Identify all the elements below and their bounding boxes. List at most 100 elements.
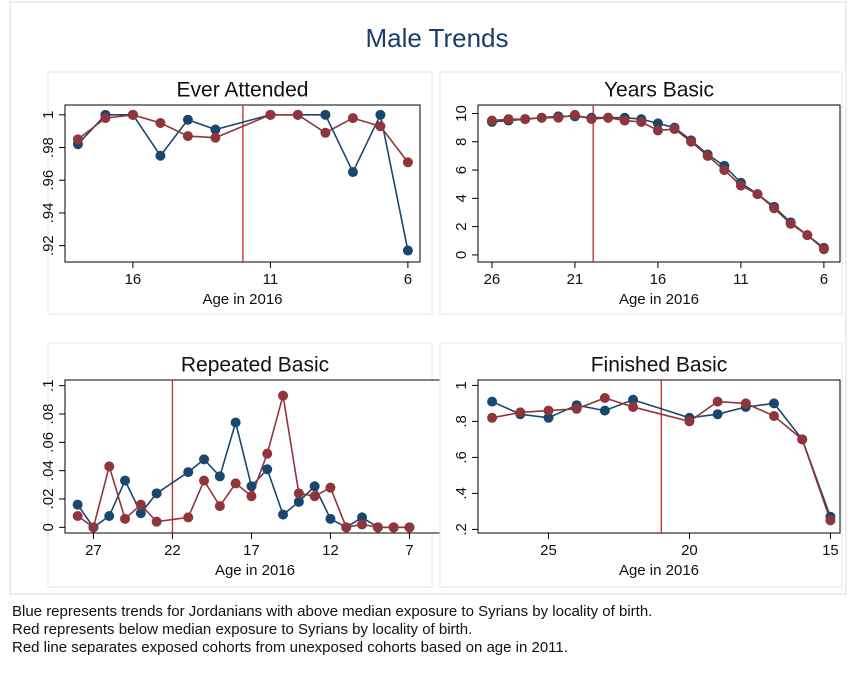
- data-point: [309, 481, 320, 492]
- data-point: [320, 127, 331, 138]
- data-point: [155, 150, 166, 161]
- x-axis-label: Age in 2016: [619, 291, 699, 308]
- data-point: [199, 454, 210, 465]
- data-point: [599, 405, 610, 416]
- y-tick-label: .1: [40, 379, 57, 392]
- data-point: [210, 132, 221, 143]
- data-point: [246, 481, 257, 492]
- data-point: [72, 134, 83, 145]
- x-tick-label: 11: [733, 271, 749, 288]
- y-tick-label: 1: [453, 381, 470, 389]
- data-point: [104, 461, 115, 472]
- data-point: [752, 189, 763, 200]
- data-point: [325, 513, 336, 524]
- y-tick-label: .2: [453, 523, 470, 536]
- data-point: [586, 114, 597, 125]
- data-point: [135, 508, 146, 519]
- data-point: [402, 157, 413, 168]
- data-point: [72, 511, 83, 521]
- data-point: [797, 434, 808, 445]
- data-point: [702, 150, 713, 161]
- x-axis-label: Age in 2016: [215, 562, 295, 579]
- data-point: [372, 522, 383, 533]
- data-point: [785, 218, 796, 229]
- data-point: [182, 114, 193, 125]
- panel-title: Years Basic: [604, 79, 714, 102]
- data-point: [543, 412, 554, 423]
- x-tick-label: 21: [567, 271, 584, 288]
- data-point: [669, 124, 680, 135]
- data-point: [210, 124, 221, 135]
- data-point: [127, 109, 138, 120]
- data-point: [199, 475, 210, 486]
- data-point: [487, 412, 498, 423]
- y-tick-label: .04: [40, 460, 57, 481]
- x-axis-label: Age in 2016: [619, 562, 699, 579]
- data-point: [214, 501, 225, 512]
- data-point: [802, 230, 813, 241]
- data-point: [769, 203, 780, 214]
- data-point: [402, 245, 413, 256]
- note: Blue represents trends for Jordanians wi…: [12, 603, 652, 620]
- data-point: [825, 515, 836, 526]
- data-point: [246, 491, 257, 502]
- data-point: [719, 165, 730, 176]
- data-point: [712, 396, 723, 407]
- y-tick-label: 8: [453, 138, 470, 146]
- data-point: [603, 112, 614, 123]
- data-point: [120, 475, 131, 486]
- data-point: [375, 109, 386, 120]
- data-point: [652, 125, 663, 136]
- data-point: [735, 180, 746, 191]
- y-tick-label: 4: [453, 194, 470, 202]
- data-point: [104, 511, 115, 521]
- data-point: [341, 522, 352, 533]
- data-point: [325, 482, 336, 493]
- panel-title: Finished Basic: [591, 354, 728, 377]
- data-point: [183, 512, 194, 523]
- data-point: [214, 471, 225, 482]
- data-point: [357, 519, 368, 530]
- y-tick-label: .02: [40, 489, 57, 510]
- data-point: [536, 112, 547, 123]
- x-tick-label: 11: [263, 271, 279, 288]
- x-tick-label: 6: [404, 271, 412, 288]
- x-tick-label: 7: [405, 542, 413, 559]
- data-point: [769, 411, 780, 421]
- data-point: [320, 109, 331, 120]
- x-tick-label: 26: [484, 271, 501, 288]
- y-tick-label: 0: [453, 251, 470, 259]
- data-point: [740, 398, 751, 409]
- data-point: [684, 416, 695, 427]
- data-point: [619, 115, 630, 126]
- data-point: [230, 478, 241, 489]
- data-point: [293, 496, 304, 507]
- data-point: [278, 390, 289, 401]
- y-tick-label: .92: [40, 235, 57, 256]
- data-point: [599, 393, 610, 403]
- x-tick-label: 27: [85, 542, 102, 559]
- data-point: [520, 114, 531, 125]
- x-tick-label: 17: [243, 542, 260, 559]
- data-point: [72, 499, 83, 510]
- data-point: [553, 112, 564, 123]
- data-point: [486, 115, 497, 126]
- y-tick-label: 6: [453, 166, 470, 174]
- x-tick-label: 6: [820, 271, 828, 288]
- data-point: [309, 491, 320, 502]
- panel-title: Repeated Basic: [181, 354, 329, 377]
- data-point: [404, 522, 415, 533]
- data-point: [628, 394, 639, 405]
- x-tick-label: 16: [125, 271, 142, 288]
- data-point: [292, 109, 303, 120]
- y-tick-label: .8: [453, 415, 470, 428]
- data-point: [769, 398, 780, 409]
- data-point: [100, 113, 111, 124]
- y-tick-label: .94: [40, 203, 57, 224]
- note: Red line separates exposed cohorts from …: [12, 639, 568, 656]
- x-tick-label: 16: [650, 271, 667, 288]
- data-point: [262, 448, 273, 459]
- data-point: [293, 488, 304, 499]
